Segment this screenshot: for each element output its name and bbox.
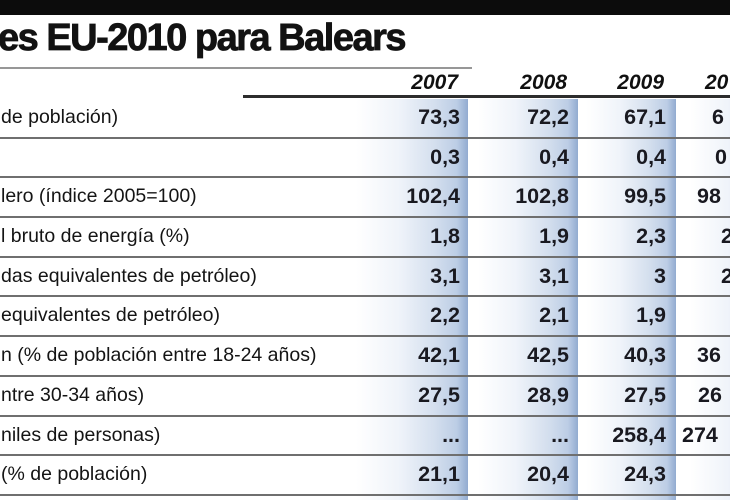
- row-label: ntre 30-34 años): [1, 383, 145, 406]
- value-2008: 20,4: [527, 462, 569, 487]
- top-black-bar: [0, 0, 730, 15]
- value-2007: 102,4: [406, 184, 460, 209]
- value-2009: 24,3: [624, 462, 666, 487]
- year-header-underline: [243, 95, 730, 98]
- table-row: (% de población) 21,1 20,4 24,3: [0, 456, 730, 496]
- table-row: lero (índice 2005=100) 102,4 102,8 99,5 …: [0, 178, 730, 219]
- value-2007: 0,3: [430, 144, 460, 169]
- column-stripe-2007: [356, 99, 468, 500]
- value-2008: 28,9: [527, 382, 569, 407]
- value-2009: 3: [654, 263, 666, 288]
- value-2009: 99,5: [624, 184, 666, 209]
- table-row: 0,3 0,4 0,4 0: [0, 139, 730, 179]
- row-label: de población): [1, 106, 119, 128]
- value-2009: 27,5: [624, 382, 666, 407]
- row-label: n (% de población entre 18-24 años): [1, 344, 317, 367]
- table-row: de población) 73,3 72,2 67,1 6: [0, 99, 730, 139]
- value-2009: 67,1: [624, 105, 666, 129]
- value-2008: 2,1: [539, 303, 569, 328]
- value-2007: 1,8: [430, 224, 460, 249]
- page-title: es EU-2010 para Balears: [0, 17, 407, 60]
- value-2008: 0,4: [539, 144, 569, 169]
- value-2008: 42,5: [527, 343, 569, 368]
- value-2008: 72,2: [527, 105, 569, 129]
- value-2009: 1,9: [636, 303, 666, 328]
- row-label: niles de personas): [1, 423, 161, 446]
- value-2010-partial: 2: [721, 224, 730, 249]
- value-2008: 3,1: [539, 263, 569, 288]
- table-row: l bruto de energía (%) 1,8 1,9 2,3 2: [0, 218, 730, 258]
- value-2007: ...: [442, 422, 460, 447]
- value-2010-partial: 274: [682, 422, 718, 447]
- value-2010-partial: 26: [698, 382, 722, 407]
- row-label: equivalentes de petróleo): [1, 304, 220, 327]
- year-header-2008: 2008: [520, 71, 567, 94]
- value-2009: 2,3: [636, 224, 666, 249]
- value-2010-partial: 98: [697, 184, 721, 209]
- year-header-2007: 2007: [411, 71, 458, 94]
- year-header-2009: 2009: [617, 71, 664, 94]
- value-2010-partial: 6: [712, 105, 724, 129]
- row-label: das equivalentes de petróleo): [1, 264, 257, 287]
- value-2010-partial: 2: [721, 263, 730, 288]
- table-row: das equivalentes de petróleo) 3,1 3,1 3 …: [0, 258, 730, 298]
- row-label: lero (índice 2005=100): [1, 185, 197, 208]
- table-body: de población) 73,3 72,2 67,1 6 0,3 0,4 0…: [0, 99, 730, 496]
- row-label: [0, 139, 1, 176]
- year-header-row: 2007 2008 2009 20: [0, 70, 730, 96]
- column-stripe-2008: [478, 99, 578, 500]
- value-2009: 0,4: [636, 144, 666, 169]
- value-2007: 27,5: [418, 382, 460, 407]
- value-2008: 1,9: [539, 224, 569, 249]
- table-row: n (% de población entre 18-24 años) 42,1…: [0, 337, 730, 377]
- value-2008: ...: [551, 422, 569, 447]
- value-2010-partial: 0: [715, 144, 727, 169]
- row-label: (% de población): [1, 463, 148, 486]
- table-row: niles de personas) ... ... 258,4 274: [0, 417, 730, 457]
- value-2007: 3,1: [430, 263, 460, 288]
- row-label: l bruto de energía (%): [1, 225, 190, 248]
- value-2007: 42,1: [418, 343, 460, 368]
- value-2007: 73,3: [418, 105, 460, 129]
- table-row: ntre 30-34 años) 27,5 28,9 27,5 26: [0, 377, 730, 417]
- year-header-2010-partial: 20: [705, 71, 729, 94]
- value-2010-partial: [700, 297, 730, 334]
- value-2010-partial: [700, 456, 730, 493]
- value-2010-partial: 36: [697, 343, 721, 368]
- value-2007: 2,2: [430, 303, 460, 328]
- table-row: equivalentes de petróleo) 2,2 2,1 1,9: [0, 297, 730, 338]
- value-2009: 258,4: [612, 422, 666, 447]
- value-2008: 102,8: [515, 184, 569, 209]
- value-2007: 21,1: [418, 462, 460, 487]
- value-2009: 40,3: [624, 343, 666, 368]
- title-underline: [0, 67, 472, 69]
- column-stripe-2009: [586, 99, 676, 500]
- column-stripe-2010: [690, 99, 730, 500]
